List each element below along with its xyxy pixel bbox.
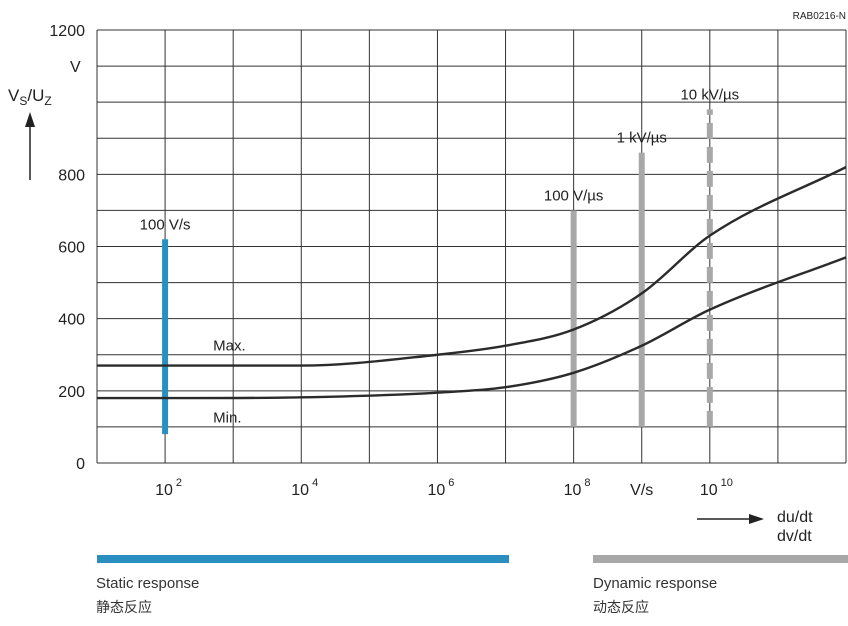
static-response-label: Static response: [96, 575, 200, 592]
series-line: [97, 256, 847, 400]
y-tick-label: 600: [58, 240, 85, 257]
rate-marker-label: 1 kV/µs: [617, 130, 667, 147]
y-tick-label: 200: [58, 384, 85, 401]
x-tick-label: 10 8: [564, 477, 591, 499]
x-axis-label: du/dt: [777, 509, 813, 526]
x-tick-label: 10 10: [700, 477, 733, 499]
x-unit-label: V/s: [630, 482, 653, 499]
x-tick-label: 10 4: [291, 477, 318, 499]
static-response-label-cn: 静态反应: [96, 599, 152, 615]
dynamic-response-label-cn: 动态反应: [593, 599, 649, 615]
y-unit-label: V: [70, 59, 81, 76]
series-label-max: Max.: [213, 338, 246, 355]
static-response-bar: [97, 555, 509, 563]
y-axis-label: VS/UZ: [8, 86, 52, 108]
y-axis-arrow-head: [25, 112, 35, 127]
x-tick-label: 10 6: [427, 477, 454, 499]
x-axis-label-alt: dv/dt: [777, 528, 812, 545]
y-tick-label: 0: [76, 456, 85, 473]
series-label-min: Min.: [213, 409, 241, 426]
y-tick-label: 1200: [49, 23, 85, 40]
curves: [96, 166, 847, 400]
dynamic-response-label: Dynamic response: [593, 575, 718, 592]
labels: 100 V/s 100 V/µs 1 kV/µs 10 kV/µs Max. Min. 0 2…: [8, 11, 846, 545]
series-line: [96, 166, 847, 367]
rate-markers: [162, 109, 713, 435]
rate-marker-label: 100 V/µs: [544, 187, 604, 204]
rate-marker-label: 10 kV/µs: [680, 86, 739, 103]
dynamic-response-bar: [593, 555, 848, 563]
x-tick-label: 10 2: [155, 477, 182, 499]
x-axis-arrow-head: [749, 514, 764, 524]
rate-marker-label: 100 V/s: [140, 216, 191, 233]
y-tick-label: 400: [58, 312, 85, 329]
figure-id: RAB0216-N: [793, 11, 846, 22]
grid: [96, 29, 847, 464]
y-tick-label: 800: [58, 167, 85, 184]
